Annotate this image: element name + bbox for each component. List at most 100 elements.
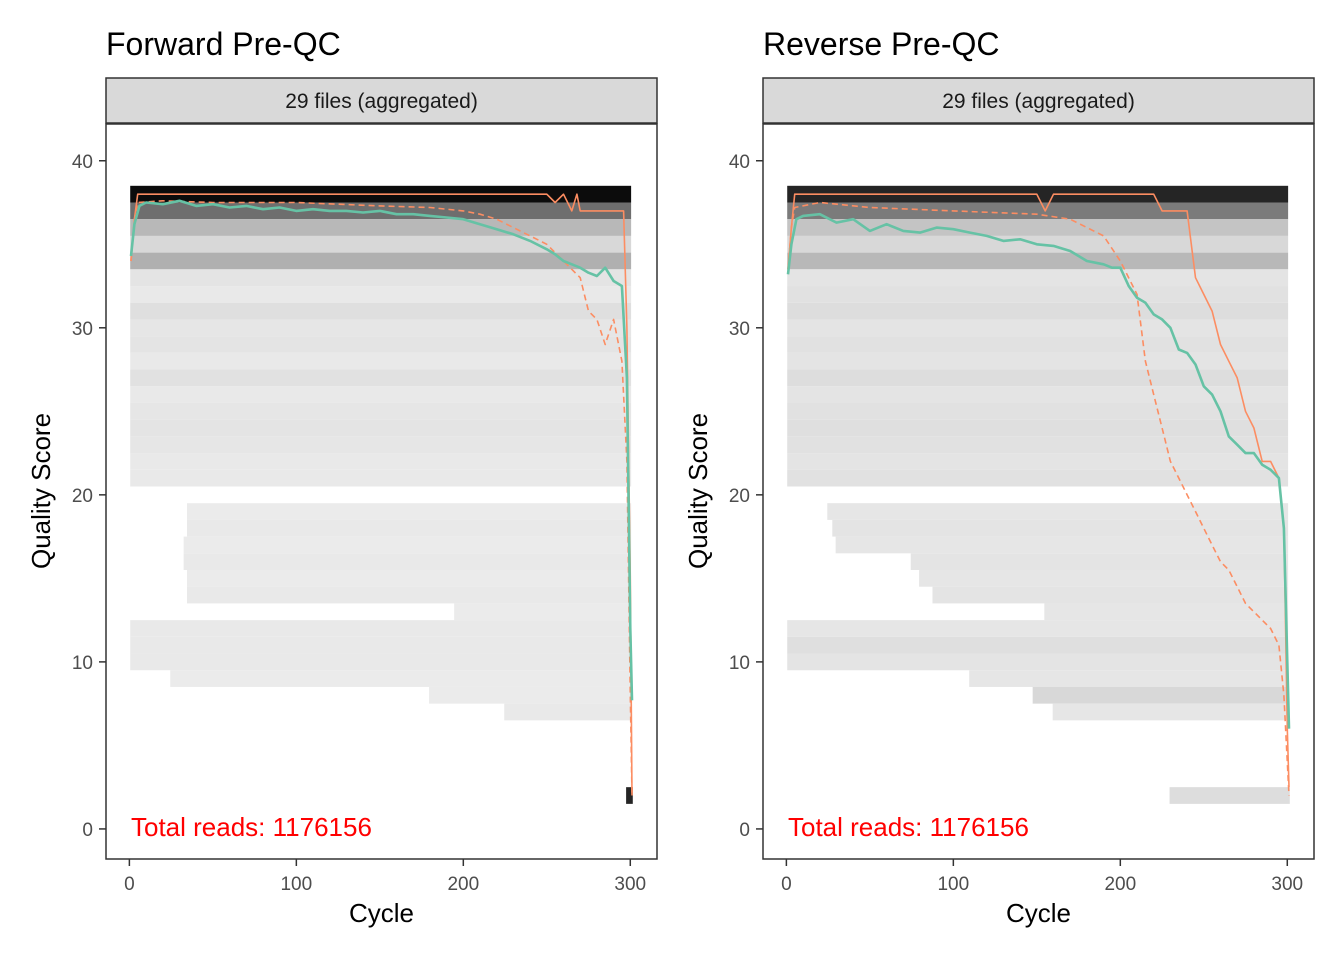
forward-panel: Forward Pre-QC 29 files (aggregated) Tot… [26, 26, 658, 928]
forward-lines [129, 193, 634, 796]
heatmap-band-q24 [787, 419, 1289, 437]
heatmap-band-q36 [130, 219, 632, 236]
heatmap-band-q34 [787, 252, 1289, 270]
reverse-y-axis-title: Quality Score [683, 413, 713, 569]
heatmap-band-q7 [504, 703, 632, 721]
heatmap-band-q28 [787, 352, 1289, 370]
y-tick-label: 0 [82, 820, 93, 841]
x-tick-label: 200 [1104, 874, 1136, 895]
heatmap-band-q21 [787, 469, 1289, 487]
heatmap-band-q29 [130, 336, 632, 353]
heatmap-band-q33 [130, 269, 632, 287]
reverse-x-axis-title: Cycle [1006, 898, 1071, 928]
heatmap-band-q24 [130, 419, 632, 437]
y-tick-label: 20 [729, 486, 750, 507]
heatmap-band-q29 [787, 336, 1289, 353]
reverse-heatmap [787, 185, 1290, 804]
heatmap-band-q37 [787, 202, 1289, 220]
heatmap-band-q18 [186, 519, 632, 537]
reverse-plot-border [762, 123, 1315, 860]
reverse-strip-label: 29 files (aggregated) [942, 90, 1135, 113]
y-tick-label: 20 [72, 486, 93, 507]
heatmap-band-q11 [130, 636, 632, 654]
heatmap-band-q8 [429, 686, 632, 704]
heatmap-band-q8 [1032, 686, 1289, 704]
heatmap-band-q31 [130, 302, 632, 320]
heatmap-band-q18 [832, 519, 1289, 537]
x-tick-label: 0 [781, 874, 792, 895]
x-tick-label: 200 [447, 874, 479, 895]
forward-strip-label: 29 files (aggregated) [285, 90, 478, 113]
heatmap-band-q19 [827, 503, 1289, 520]
heatmap-band-q30 [130, 319, 632, 337]
median-line [130, 193, 633, 796]
forward-total-reads: Total reads: 1176156 [131, 812, 372, 842]
y-tick-label: 40 [729, 152, 750, 173]
heatmap-band-q16 [910, 553, 1289, 571]
heatmap-band-q13 [1044, 603, 1289, 621]
heatmap-band-q23 [130, 436, 632, 454]
reverse-title: Reverse Pre-QC [763, 26, 1000, 62]
forward-plot-border [105, 123, 658, 860]
forward-title: Forward Pre-QC [106, 26, 341, 62]
heatmap-band-q23 [787, 436, 1289, 454]
heatmap-band-q25 [787, 402, 1289, 420]
heatmap-band-q32 [787, 286, 1289, 303]
heatmap-band-q9 [969, 670, 1289, 687]
heatmap-band-q27 [130, 369, 632, 387]
y-tick-label: 10 [72, 653, 93, 674]
heatmap-band-q7 [1052, 703, 1289, 721]
median-line [787, 193, 1290, 788]
heatmap-band-q10 [787, 653, 1289, 671]
forward-x-axis-title: Cycle [349, 898, 414, 928]
heatmap-band-q31 [787, 302, 1289, 320]
reverse-strip [762, 77, 1315, 124]
reverse-lines [786, 193, 1291, 796]
heatmap-band-q15 [919, 570, 1289, 587]
heatmap-band-q10 [130, 653, 632, 671]
y-tick-label: 30 [72, 319, 93, 340]
x-tick-label: 100 [937, 874, 969, 895]
heatmap-band-q9 [170, 670, 632, 687]
heatmap-band-q17 [835, 536, 1289, 554]
forward-strip [105, 77, 658, 124]
reverse-total-reads: Total reads: 1176156 [788, 812, 1029, 842]
heatmap-band-q14 [932, 586, 1289, 604]
heatmap-band-q28 [130, 352, 632, 370]
x-tick-label: 100 [280, 874, 312, 895]
mean-quality-line [129, 199, 634, 701]
y-tick-label: 0 [739, 820, 750, 841]
heatmap-band-q15 [186, 570, 632, 587]
heatmap-band-q34 [130, 252, 632, 270]
heatmap-band-q2 [1169, 787, 1290, 804]
x-tick-label: 300 [614, 874, 646, 895]
heatmap-band-q35 [130, 235, 632, 253]
x-tick-label: 0 [124, 874, 135, 895]
quartile-dashed-line [787, 201, 1290, 796]
heatmap-band-q25 [130, 402, 632, 420]
heatmap-band-q12 [787, 620, 1289, 637]
heatmap-band-q26 [787, 386, 1289, 403]
forward-heatmap [130, 185, 633, 804]
heatmap-band-q14 [186, 586, 632, 604]
heatmap-band-q11 [787, 636, 1289, 654]
heatmap-band-q30 [787, 319, 1289, 337]
heatmap-band-q12 [130, 620, 632, 637]
mean-quality-line [786, 212, 1291, 729]
heatmap-band-q17 [183, 536, 632, 554]
heatmap-band-q26 [130, 386, 632, 403]
y-tick-label: 40 [72, 152, 93, 173]
y-tick-label: 30 [729, 319, 750, 340]
heatmap-band-q27 [787, 369, 1289, 387]
heatmap-band-q13 [454, 603, 632, 621]
forward-axes: 0 100 200 300 0 10 20 30 40 [72, 152, 646, 895]
heatmap-band-q33 [787, 269, 1289, 287]
heatmap-band-q2 [626, 787, 633, 804]
reverse-panel: Reverse Pre-QC 29 files (aggregated) Tot… [683, 26, 1315, 928]
heatmap-band-q22 [130, 453, 632, 470]
heatmap-band-q16 [183, 553, 632, 571]
reverse-axes: 0 100 200 300 0 10 20 30 40 [729, 152, 1303, 895]
y-tick-label: 10 [729, 653, 750, 674]
heatmap-band-q19 [186, 503, 632, 520]
